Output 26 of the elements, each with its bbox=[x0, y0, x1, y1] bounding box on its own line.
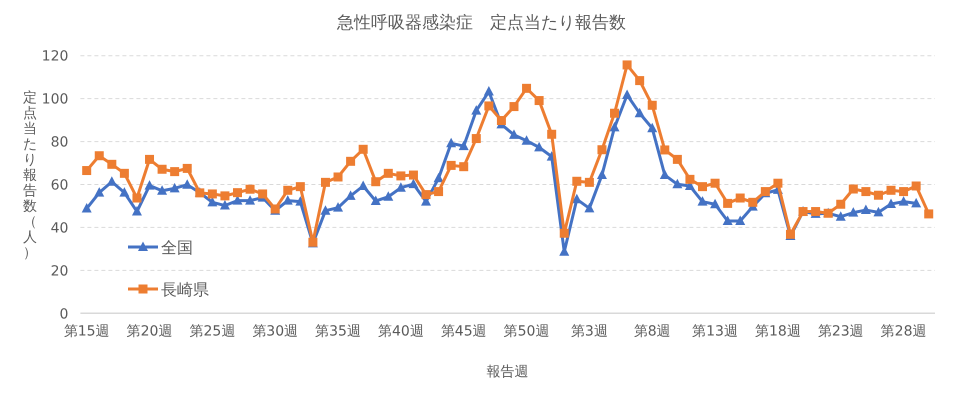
text: 定点当たり報告数（人） bbox=[23, 90, 37, 261]
y-tick-label: 20 bbox=[50, 263, 68, 280]
x-tick-label: 第25週 bbox=[189, 323, 236, 340]
y-tick-label: 0 bbox=[59, 306, 68, 322]
chart-title: 急性呼吸器感染症 定点当たり報告数 bbox=[336, 13, 626, 33]
x-tick-label: 第3週 bbox=[570, 323, 608, 340]
x-tick-label: 第50週 bbox=[504, 323, 550, 340]
x-tick-label: 第45週 bbox=[440, 323, 487, 340]
x-tick-label: 第13週 bbox=[692, 323, 738, 340]
x-tick-label: 第8週 bbox=[634, 323, 671, 340]
x-axis-title: 報告週 bbox=[486, 364, 529, 380]
y-tick-label: 100 bbox=[42, 92, 68, 108]
x-tick-label: 第18週 bbox=[754, 323, 801, 340]
y-tick-label: 60 bbox=[50, 178, 68, 194]
x-tick-label: 第15週 bbox=[64, 323, 110, 340]
x-tick-label: 第30週 bbox=[252, 323, 298, 340]
legend-label: 長崎県 bbox=[161, 280, 209, 299]
legend-label: 全国 bbox=[161, 238, 193, 257]
y-tick-label: 80 bbox=[50, 134, 68, 151]
x-tick-label: 第20週 bbox=[126, 323, 172, 340]
x-tick-label: 第35週 bbox=[315, 323, 361, 340]
x-tick-label: 第28週 bbox=[880, 323, 926, 340]
x-tick-label: 第23週 bbox=[818, 323, 864, 340]
y-tick-label: 40 bbox=[50, 220, 68, 236]
x-tick-label: 第40週 bbox=[378, 323, 424, 340]
y-tick-label: 120 bbox=[42, 48, 68, 65]
